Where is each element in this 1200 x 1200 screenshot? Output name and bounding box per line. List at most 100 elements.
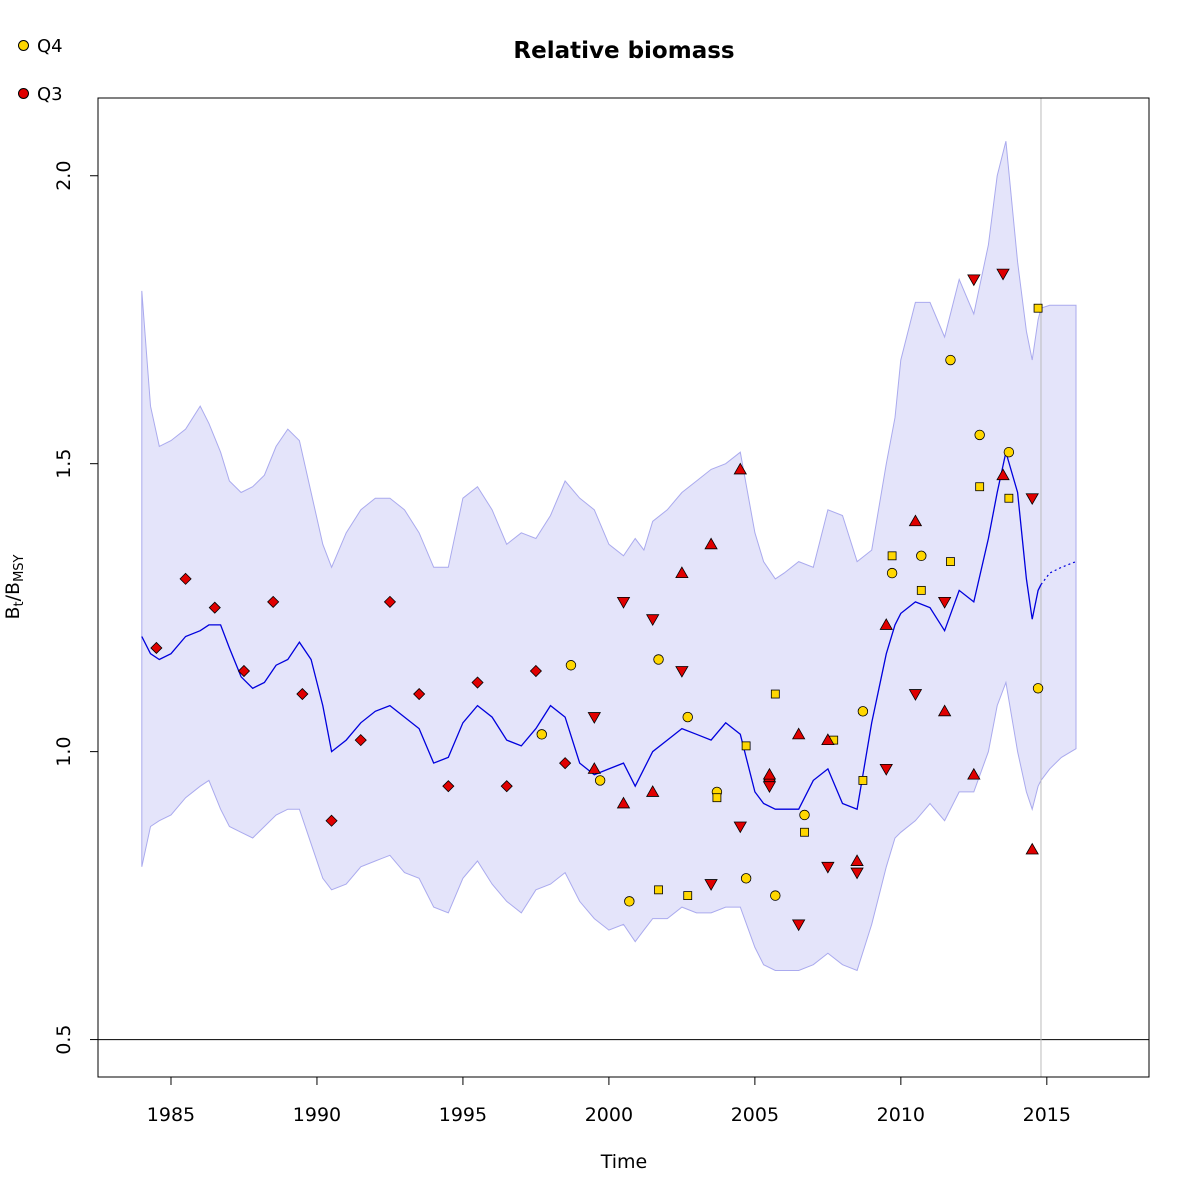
q4-circle-icon bbox=[18, 39, 29, 51]
y-tick-label: 0.5 bbox=[53, 1024, 75, 1054]
q3-triangle-up-point bbox=[821, 733, 835, 746]
q3-triangle-up-point bbox=[762, 767, 777, 780]
q3-triangle-down-point bbox=[791, 919, 806, 932]
q3-triangle-down-point bbox=[996, 268, 1010, 281]
q3-triangle-down-point bbox=[937, 596, 952, 609]
y-tick-label: 2.0 bbox=[53, 161, 75, 191]
q3-diamond-point bbox=[471, 676, 484, 689]
q3-triangle-down-point bbox=[850, 867, 864, 880]
q3-diamond-point bbox=[442, 780, 455, 793]
q4-circle-point bbox=[916, 550, 927, 562]
y-label-sub-t: t bbox=[12, 601, 27, 606]
x-tick-label: 1995 bbox=[439, 1104, 487, 1126]
legend-item-q4: Q4 bbox=[18, 36, 63, 57]
q3-triangle-down-point bbox=[1025, 493, 1039, 506]
chart-title: Relative biomass bbox=[513, 38, 734, 64]
q3-triangle-down-point bbox=[733, 821, 747, 834]
axes: 1985 1990 1995 2000 2005 2010 2015 0.5 1.0 1.5 2.0 bbox=[53, 161, 1071, 1126]
q3-triangle-up-point bbox=[850, 854, 864, 866]
q3-triangle-up-point bbox=[616, 796, 631, 809]
q3-triangle-down-point bbox=[675, 666, 689, 678]
legend-item-q3: Q3 bbox=[18, 84, 63, 105]
y-label-sep: /B bbox=[2, 582, 24, 601]
q3-diamond-point bbox=[237, 664, 251, 678]
q3-diamond-point bbox=[354, 734, 367, 747]
q3-triangle-down-point bbox=[879, 764, 893, 776]
q4-square-point bbox=[975, 482, 985, 492]
q4-circle-point bbox=[770, 890, 781, 901]
q4-circle-point bbox=[799, 809, 810, 821]
q4-circle-point bbox=[886, 567, 898, 579]
q4-circle-point bbox=[594, 775, 606, 786]
q4-circle-point bbox=[565, 660, 577, 671]
q3-triangle-up-point bbox=[733, 462, 747, 475]
y-label-main: B bbox=[2, 606, 24, 619]
x-tick-label: 2005 bbox=[731, 1104, 779, 1126]
q3-diamond-point bbox=[383, 595, 397, 608]
y-axis-label: Bt/BMSY bbox=[2, 554, 27, 619]
q3-diamond-point bbox=[267, 595, 280, 608]
q4-square-point bbox=[916, 585, 926, 595]
q4-circle-point bbox=[624, 896, 635, 907]
q4-square-point bbox=[741, 741, 751, 751]
q4-square-point bbox=[887, 551, 897, 561]
x-tick-label: 2000 bbox=[585, 1104, 633, 1126]
legend-label-q3: Q3 bbox=[37, 84, 63, 105]
q3-triangle-up-point bbox=[704, 537, 718, 550]
x-axis-label: Time bbox=[600, 1151, 648, 1173]
q3-triangle-up-point bbox=[587, 762, 601, 774]
x-tick-label: 2015 bbox=[1023, 1104, 1071, 1126]
q3-diamond-point bbox=[559, 757, 572, 770]
q3-diamond-point bbox=[150, 641, 163, 655]
y-label-sub-msy: MSY bbox=[12, 554, 27, 581]
q4-circle-point bbox=[682, 711, 693, 723]
q3-triangle-up-point bbox=[1025, 842, 1039, 855]
q4-circle-point bbox=[1032, 683, 1044, 694]
y-tick-label: 1.0 bbox=[53, 736, 75, 766]
q3-diamond-point bbox=[208, 601, 221, 614]
q4-circle-point bbox=[857, 706, 869, 717]
q3-triangle-up-point bbox=[937, 704, 952, 717]
q4-square-point bbox=[770, 689, 780, 699]
q3-diamond-point bbox=[500, 780, 513, 793]
q4-circle-point bbox=[740, 873, 752, 884]
q4-circle-point bbox=[974, 429, 985, 441]
q3-triangle-up-point bbox=[908, 514, 923, 527]
q3-triangle-up-point bbox=[646, 785, 660, 797]
q3-triangle-down-point bbox=[704, 879, 718, 891]
q4-square-point bbox=[858, 776, 868, 785]
q4-circle-point bbox=[945, 354, 956, 366]
q4-square-point bbox=[654, 885, 663, 895]
legend-label-q4: Q4 bbox=[37, 36, 63, 57]
x-tick-label: 1990 bbox=[293, 1104, 341, 1126]
q3-diamond-point bbox=[296, 687, 309, 701]
q3-triangle-down-point bbox=[908, 689, 923, 701]
q4-square-point bbox=[1033, 303, 1043, 313]
q3-diamond-point bbox=[325, 814, 338, 827]
q3-triangle-down-point bbox=[821, 861, 835, 874]
q3-triangle-down-point bbox=[967, 274, 981, 287]
q3-diamond-point bbox=[179, 572, 192, 585]
credible-band bbox=[141, 141, 1077, 972]
plot-area bbox=[98, 98, 1149, 1077]
q3-diamond-point bbox=[529, 664, 542, 678]
q4-circle-point bbox=[536, 729, 547, 740]
q4-square-point bbox=[1004, 493, 1014, 503]
y-tick-label: 1.5 bbox=[53, 449, 75, 479]
q3-triangle-up-point bbox=[791, 727, 806, 740]
q4-square-point bbox=[712, 793, 722, 803]
q3-triangle-down-point bbox=[587, 712, 601, 724]
biomass-median-line bbox=[141, 452, 1042, 811]
q4-circle-point bbox=[653, 654, 664, 665]
q4-circle-point bbox=[1003, 446, 1015, 458]
q4-square-point bbox=[800, 827, 809, 837]
x-tick-label: 2010 bbox=[877, 1104, 925, 1126]
x-tick-label: 1985 bbox=[147, 1104, 195, 1126]
q3-diamond-point bbox=[413, 687, 426, 701]
q3-triangle-down-point bbox=[646, 614, 660, 626]
q4-square-point bbox=[946, 557, 955, 566]
q3-triangle-up-point bbox=[967, 767, 981, 780]
q3-triangle-up-point bbox=[879, 618, 893, 630]
q3-triangle-up-point bbox=[675, 566, 689, 579]
